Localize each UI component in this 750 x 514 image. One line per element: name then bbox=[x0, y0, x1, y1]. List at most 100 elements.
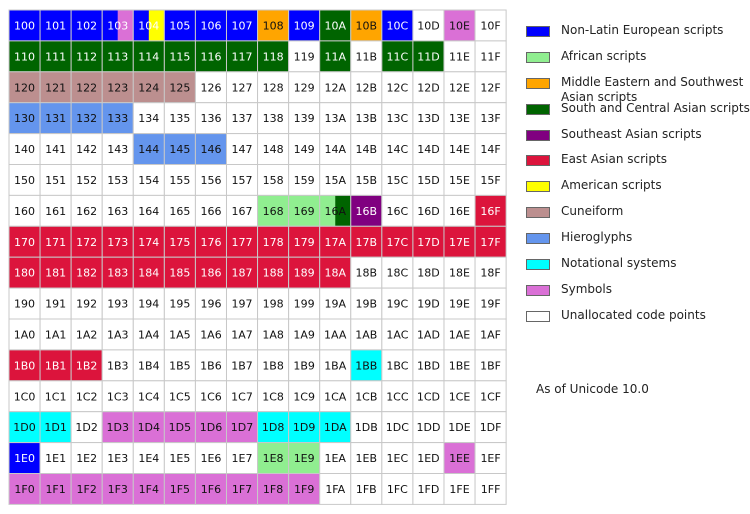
cell-label: 131 bbox=[45, 112, 66, 125]
legend-swatch bbox=[526, 155, 550, 167]
cell-label: 174 bbox=[138, 236, 159, 249]
cell-fill bbox=[257, 411, 289, 443]
cell-fill bbox=[9, 411, 41, 443]
cell-11B: 11B bbox=[350, 40, 383, 73]
cell-fill bbox=[381, 10, 414, 41]
cell-fill bbox=[40, 71, 72, 103]
cell-label: 151 bbox=[45, 174, 66, 187]
cell-label: 1F9 bbox=[294, 483, 314, 496]
cell-177: 177 bbox=[225, 225, 259, 258]
cell-fill bbox=[412, 319, 445, 350]
cell-108: 108 bbox=[257, 9, 290, 42]
cell-fill bbox=[9, 71, 41, 103]
cell-label: 130 bbox=[14, 112, 35, 125]
cell-fill bbox=[226, 319, 258, 350]
cell-label: 16B bbox=[356, 205, 378, 218]
cell-label: 163 bbox=[107, 205, 128, 218]
cell-1CF: 1CF bbox=[474, 380, 507, 413]
cell-1BF: 1BF bbox=[474, 349, 507, 382]
cell-label: 1E8 bbox=[263, 452, 284, 465]
cell-1A8: 1A8 bbox=[257, 318, 290, 351]
cell-label: 117 bbox=[232, 50, 253, 63]
cell-fill bbox=[164, 133, 196, 165]
cell-fill bbox=[71, 226, 103, 258]
cell-label: 18B bbox=[356, 267, 378, 280]
cell-label: 116 bbox=[200, 50, 221, 63]
cell-fill bbox=[257, 195, 289, 227]
cell-label: 12C bbox=[387, 81, 409, 94]
cell-1AD: 1AD bbox=[412, 318, 445, 351]
cell-19C: 19C bbox=[381, 287, 414, 320]
cell-10A: 10A bbox=[319, 9, 352, 42]
cell-label: 16C bbox=[387, 205, 409, 218]
cell-fill bbox=[133, 10, 150, 41]
cell-label: 1EF bbox=[480, 452, 500, 465]
cell-fill bbox=[257, 10, 289, 41]
cell-label: 105 bbox=[169, 19, 190, 32]
cell-182: 182 bbox=[70, 256, 103, 289]
cell-fill bbox=[288, 411, 320, 443]
cell-fill bbox=[195, 349, 227, 381]
cell-113: 113 bbox=[101, 40, 134, 73]
cell-fill bbox=[148, 10, 165, 41]
cell-125: 125 bbox=[163, 71, 196, 104]
cell-121: 121 bbox=[39, 71, 72, 104]
cell-100: 100 bbox=[8, 9, 41, 42]
cell-1FE: 1FE bbox=[443, 473, 476, 505]
cell-fill bbox=[443, 40, 476, 72]
cell-fill bbox=[257, 102, 289, 134]
cell-label: 1FC bbox=[387, 483, 408, 496]
cell-label: 11B bbox=[356, 50, 378, 63]
cell-1E8: 1E8 bbox=[257, 442, 290, 475]
cell-fill bbox=[102, 10, 118, 41]
cell-label: 1BD bbox=[417, 359, 440, 372]
cell-155: 155 bbox=[163, 164, 196, 196]
cell-label: 19A bbox=[324, 298, 346, 311]
cell-fill bbox=[412, 102, 445, 134]
cell-12E: 12E bbox=[443, 71, 476, 104]
cell-1A9: 1A9 bbox=[288, 318, 321, 351]
cell-label: 16D bbox=[417, 205, 439, 218]
cell-fill bbox=[443, 473, 476, 505]
cell-label: 1AB bbox=[355, 328, 377, 341]
cell-fill bbox=[443, 133, 476, 165]
cell-fill bbox=[71, 102, 103, 134]
cell-label: 19E bbox=[449, 298, 470, 311]
cell-188: 188 bbox=[257, 256, 290, 289]
cell-label: 165 bbox=[169, 205, 190, 218]
cell-label: 1C8 bbox=[262, 390, 284, 403]
cell-label: 1EA bbox=[324, 452, 346, 465]
cell-11E: 11E bbox=[443, 40, 476, 73]
cell-164: 164 bbox=[132, 194, 165, 227]
cell-1D5: 1D5 bbox=[163, 411, 196, 444]
cell-fill bbox=[102, 349, 134, 381]
cell-fill bbox=[475, 102, 507, 134]
cell-label: 1C0 bbox=[14, 390, 36, 403]
cell-fill bbox=[40, 380, 72, 412]
cell-17D: 17D bbox=[412, 225, 445, 258]
cell-1FF: 1FF bbox=[474, 473, 507, 505]
cell-183: 183 bbox=[101, 256, 134, 289]
cell-fill bbox=[412, 257, 445, 289]
cell-1F1: 1F1 bbox=[39, 473, 72, 505]
cell-fill bbox=[319, 195, 336, 227]
cell-label: 138 bbox=[263, 112, 284, 125]
cell-label: 1E6 bbox=[200, 452, 221, 465]
cell-fill bbox=[226, 380, 258, 412]
cell-105: 105 bbox=[163, 9, 196, 42]
cell-fill bbox=[412, 10, 445, 41]
cell-fill bbox=[412, 288, 445, 319]
cell-label: 1CE bbox=[449, 390, 471, 403]
legend-swatch bbox=[526, 207, 550, 219]
cell-label: 19C bbox=[387, 298, 409, 311]
cell-119: 119 bbox=[288, 40, 321, 73]
cell-139: 139 bbox=[288, 102, 321, 135]
cell-fill bbox=[443, 411, 476, 443]
cell-fill bbox=[443, 288, 476, 319]
cell-162: 162 bbox=[70, 194, 103, 227]
legend-swatch bbox=[526, 310, 550, 322]
cell-fill bbox=[226, 71, 258, 103]
cell-label: 1C3 bbox=[107, 390, 129, 403]
cell-1CA: 1CA bbox=[319, 380, 352, 413]
cell-label: 19F bbox=[480, 298, 500, 311]
